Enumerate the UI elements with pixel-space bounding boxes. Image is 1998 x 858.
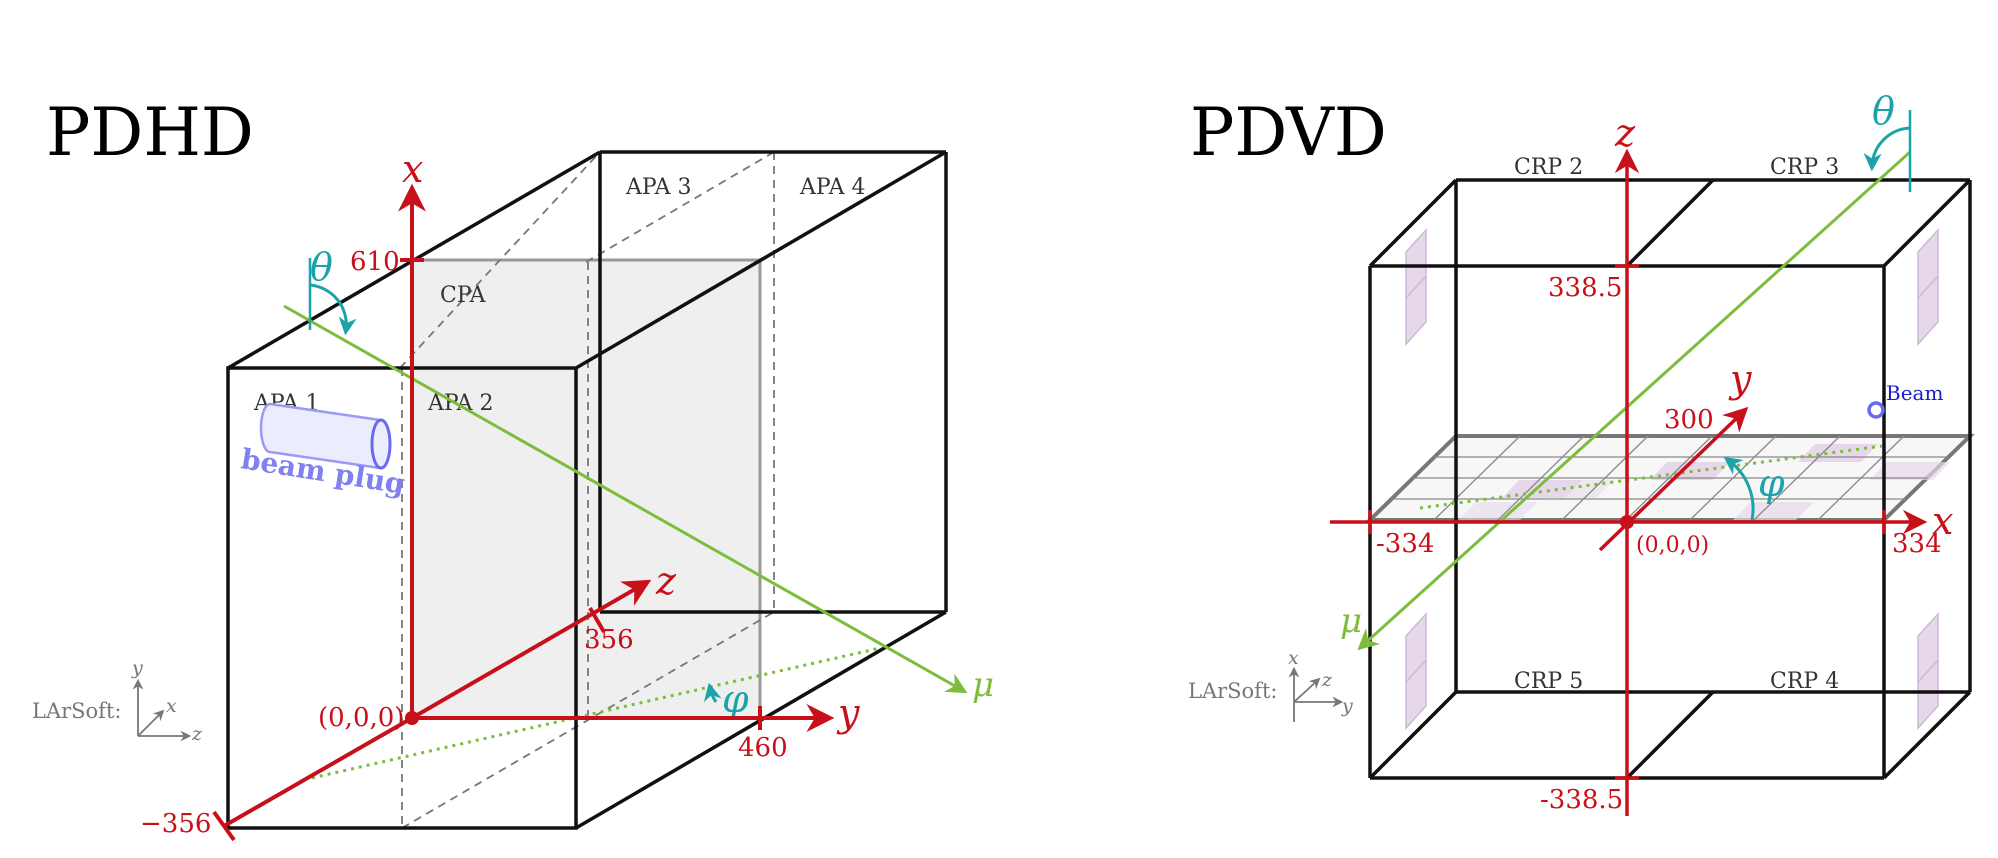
- pdvd-tick-x-334: 334: [1892, 529, 1942, 559]
- pdhd-muon-projection: [311, 646, 881, 780]
- pdhd-larsoft-diag: x: [166, 695, 177, 717]
- pdhd-origin-dot: [405, 711, 419, 725]
- pdhd-axes: [212, 183, 835, 842]
- apa2-label: APA 2: [427, 391, 494, 416]
- pdvd-theta-label: θ: [1872, 89, 1895, 133]
- pdvd-x-label: x: [1932, 499, 1953, 543]
- pdhd-z-axis: [410, 579, 652, 720]
- pdvd-larsoft-diag: z: [1321, 669, 1333, 691]
- beam-label: Beam: [1886, 381, 1943, 405]
- pdvd-origin-dot: [1620, 515, 1634, 529]
- pdhd-theta-label: θ: [310, 245, 333, 289]
- pdhd-muon-track: [283, 304, 968, 694]
- beam-marker-icon: [1867, 401, 1885, 419]
- pdvd-z-label: z: [1614, 111, 1636, 155]
- pdhd-larsoft-label: LArSoft:: [32, 699, 121, 723]
- cpa-label: CPA: [440, 283, 487, 308]
- pdvd-larsoft-axes: LArSoft: x z y: [1188, 647, 1353, 722]
- pdvd-larsoft-up: x: [1288, 647, 1299, 669]
- pdhd-x-label: x: [402, 147, 423, 191]
- pdhd-tick-z-356: 356: [584, 625, 634, 655]
- pdvd-tick-z-338: 338.5: [1548, 273, 1622, 303]
- pdvd-phi-label: φ: [1758, 461, 1785, 505]
- pdvd-muon-label: μ: [1340, 601, 1362, 641]
- crp5-label: CRP 5: [1514, 669, 1583, 694]
- pdhd-diagram: PDHD APA 1 APA 2 APA 3 APA: [32, 94, 994, 842]
- pdvd-tick-x-neg-334: -334: [1376, 529, 1434, 559]
- pdhd-tick-y-460: 460: [738, 733, 788, 763]
- pdvd-muon-track: [1357, 150, 1912, 651]
- pdvd-tick-z-neg-338: -338.5: [1540, 785, 1623, 815]
- pdhd-larsoft-axes: LArSoft: y x z: [32, 657, 203, 745]
- pdvd-larsoft-right: y: [1341, 695, 1353, 717]
- pdvd-theta-arc: [1863, 126, 1911, 172]
- crp2-label: CRP 2: [1514, 155, 1583, 180]
- crp4-label: CRP 4: [1770, 669, 1839, 694]
- pdvd-tick-y-300: 300: [1664, 405, 1714, 435]
- pdhd-title: PDHD: [46, 94, 254, 171]
- pdhd-theta-arc: [309, 283, 357, 336]
- pdhd-phi-label: φ: [722, 677, 749, 721]
- pdhd-phi-arc: [703, 682, 722, 703]
- pdvd-phi-arc: [1723, 456, 1755, 521]
- pdvd-y-label: y: [1728, 357, 1752, 401]
- crp3-label: CRP 3: [1770, 155, 1839, 180]
- pdhd-larsoft-up: y: [131, 657, 143, 679]
- pdhd-tick-z-neg-356: −356: [140, 809, 211, 839]
- pdvd-cathode-plane: [1365, 434, 1975, 522]
- pdhd-z-negative: [223, 716, 413, 828]
- beam-plug-icon: [259, 402, 392, 470]
- pdhd-origin-label: (0,0,0): [318, 703, 404, 733]
- pdhd-z-label: z: [655, 559, 677, 603]
- pdhd-tick-x-610: 610: [350, 247, 400, 277]
- pdvd-larsoft-label: LArSoft:: [1188, 679, 1277, 703]
- cpa-plane: [412, 260, 760, 718]
- pdhd-y-label: y: [836, 691, 860, 735]
- apa3-label: APA 3: [625, 175, 692, 200]
- pdvd-origin-label: (0,0,0): [1636, 533, 1709, 558]
- pdhd-larsoft-right: z: [191, 723, 203, 745]
- pdvd-muon-projection: [1419, 444, 1883, 510]
- apa4-label: APA 4: [799, 175, 866, 200]
- pdvd-diagram: PDVD: [1188, 89, 1975, 816]
- pdhd-muon-label: μ: [972, 665, 994, 705]
- pdvd-title: PDVD: [1190, 94, 1387, 171]
